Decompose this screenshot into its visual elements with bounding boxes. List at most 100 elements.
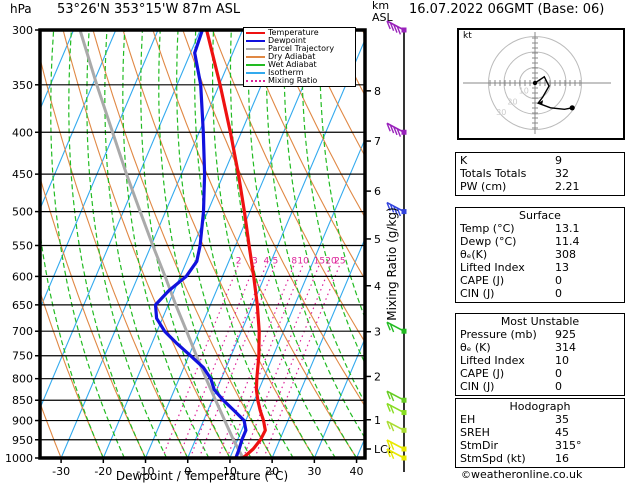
svg-text:2: 2	[374, 370, 381, 383]
stat-value: 13.1	[555, 222, 580, 235]
hodograph-panel: kt 10 20 30	[457, 28, 625, 140]
stat-value: 2.21	[555, 180, 580, 193]
svg-text:550: 550	[12, 239, 33, 252]
temperature-axis: -30 -20 -10 0 10 20 30 40	[52, 458, 364, 478]
svg-text:15: 15	[314, 256, 325, 266]
stat-value: 308	[555, 248, 576, 261]
svg-text:5: 5	[374, 233, 381, 246]
svg-text:3: 3	[252, 256, 258, 266]
stat-row: θₑ (K) 314	[456, 341, 624, 354]
panel-title: Hodograph	[509, 400, 571, 413]
stat-row: Lifted Index 13	[456, 261, 624, 274]
stat-row: CIN (J) 0	[456, 287, 624, 300]
stat-value: 10	[555, 354, 569, 367]
svg-text:8: 8	[374, 85, 381, 98]
station-title: 53°26'N 353°15'W 87m ASL	[57, 2, 241, 17]
legend-label: Wet Adiabat	[268, 60, 317, 69]
svg-text:30: 30	[307, 465, 321, 478]
svg-text:-30: -30	[52, 465, 70, 478]
stat-value: 0	[555, 367, 562, 380]
stat-key: θₑ(K)	[460, 248, 488, 261]
panel-title: Most Unstable	[500, 315, 580, 328]
panel-title: Surface	[519, 209, 561, 222]
plot-frame	[38, 28, 367, 460]
stat-key: StmSpd (kt)	[460, 452, 526, 465]
stat-value: 11.4	[555, 235, 580, 248]
svg-text:6: 6	[374, 185, 381, 198]
svg-text:40: 40	[350, 465, 364, 478]
legend-item: Dewpoint	[246, 37, 353, 45]
legend-label: Parcel Trajectory	[268, 44, 335, 53]
svg-text:800: 800	[12, 373, 33, 386]
legend-color-swatch	[246, 56, 265, 58]
svg-text:30: 30	[496, 108, 506, 117]
stat-key: EH	[460, 413, 476, 426]
pressure-unit-label: hPa	[10, 2, 32, 16]
stat-row: StmDir 315°	[456, 439, 624, 452]
stat-key: θₑ (K)	[460, 341, 491, 354]
stat-key: CAPE (J)	[460, 367, 505, 380]
svg-text:4: 4	[264, 256, 270, 266]
svg-text:25: 25	[334, 256, 345, 266]
stat-key: CAPE (J)	[460, 274, 505, 287]
stat-key: Temp (°C)	[460, 222, 515, 235]
svg-text:20: 20	[265, 465, 279, 478]
height-unit-line1: km	[372, 0, 390, 12]
legend-color-swatch	[246, 48, 265, 50]
stat-row: θₑ(K) 308	[456, 248, 624, 261]
skewt-gridlines	[40, 30, 365, 458]
stat-value: 35	[555, 413, 569, 426]
stat-key: PW (cm)	[460, 180, 507, 193]
stat-row: EH 35	[456, 413, 624, 426]
svg-text:500: 500	[12, 206, 33, 219]
svg-text:-10: -10	[137, 465, 155, 478]
svg-text:900: 900	[12, 415, 33, 428]
stat-row: PW (cm) 2.21	[456, 180, 624, 193]
svg-text:10: 10	[297, 256, 309, 266]
stat-key: Pressure (mb)	[460, 328, 537, 341]
stat-row: SREH 45	[456, 426, 624, 439]
svg-text:5: 5	[272, 256, 278, 266]
svg-text:2: 2	[236, 256, 242, 266]
stat-key: StmDir	[460, 439, 499, 452]
legend-item: Dry Adiabat	[246, 53, 353, 61]
most-unstable-panel: Most Unstable Pressure (mb) 925 θₑ (K) 314 Li…	[455, 313, 625, 396]
legend-label: Dry Adiabat	[268, 52, 316, 61]
stat-value: 0	[555, 380, 562, 393]
svg-text:10: 10	[519, 87, 529, 96]
copyright-symbol: ©	[461, 470, 471, 481]
indices-panel: K 9 Totals Totals 32 PW (cm) 2.21	[455, 152, 625, 196]
stat-key: Totals Totals	[460, 167, 527, 180]
legend-item: Isotherm	[246, 69, 353, 77]
pressure-axis: 300 350 400 450 500 550 600 650 700 750 800 850 900 9…	[5, 24, 40, 465]
legend-label: Mixing Ratio	[268, 76, 318, 85]
stat-key: Lifted Index	[460, 261, 525, 274]
stat-key: Dewp (°C)	[460, 235, 517, 248]
svg-text:600: 600	[12, 270, 33, 283]
stat-key: Lifted Index	[460, 354, 525, 367]
svg-text:950: 950	[12, 434, 33, 447]
legend-item: Parcel Trajectory	[246, 45, 353, 53]
legend-label: Temperature	[268, 28, 319, 37]
stat-value: 13	[555, 261, 569, 274]
copyright-text: weatheronline.co.uk	[471, 468, 583, 481]
stat-key: CIN (J)	[460, 287, 495, 300]
svg-text:10: 10	[223, 465, 237, 478]
svg-text:850: 850	[12, 394, 33, 407]
skewt-profiles	[78, 30, 267, 458]
mixing-ratio-axis-title: Mixing Ratio (g/kg)	[385, 207, 399, 320]
svg-text:8: 8	[291, 256, 297, 266]
surface-panel: Surface Temp (°C) 13.1 Dewp (°C) 11.4 θₑ(K) 30…	[455, 207, 625, 303]
svg-text:20: 20	[325, 256, 337, 266]
svg-text:4: 4	[374, 280, 381, 293]
stat-value: 0	[555, 287, 562, 300]
svg-text:1: 1	[374, 414, 381, 427]
stat-value: 9	[555, 154, 562, 167]
legend-color-swatch	[246, 80, 265, 82]
datetime-label: 16.07.2022 06GMT (Base: 06)	[409, 2, 605, 17]
